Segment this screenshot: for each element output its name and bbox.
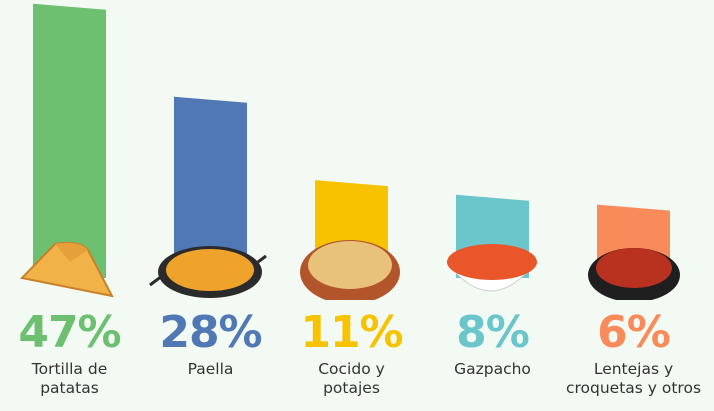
paella-rice xyxy=(166,249,254,291)
value-label: 28% xyxy=(159,307,262,358)
tortilla-top xyxy=(55,242,88,262)
value-label: 11% xyxy=(300,307,403,358)
value-label: 8% xyxy=(456,307,530,358)
category-label: Lentejas y croquetas y otros xyxy=(565,360,702,397)
bar xyxy=(174,96,247,278)
paella-handle xyxy=(149,274,163,287)
category-label: Tortilla de patatas xyxy=(31,360,108,397)
category-label: Paella xyxy=(187,360,234,378)
bar xyxy=(33,3,106,278)
lentejas-stew xyxy=(596,248,672,288)
value-label: 47% xyxy=(18,307,121,358)
bars xyxy=(33,3,670,278)
value-label: 6% xyxy=(597,307,671,358)
gazpacho-soup xyxy=(447,244,537,280)
cocido-chickpeas xyxy=(308,241,392,289)
chart xyxy=(20,3,680,300)
category-label: Cocido y potajes xyxy=(318,360,385,397)
food-illustrations xyxy=(20,240,680,300)
category-label: Gazpacho xyxy=(454,360,531,378)
paella-handle xyxy=(257,254,267,264)
